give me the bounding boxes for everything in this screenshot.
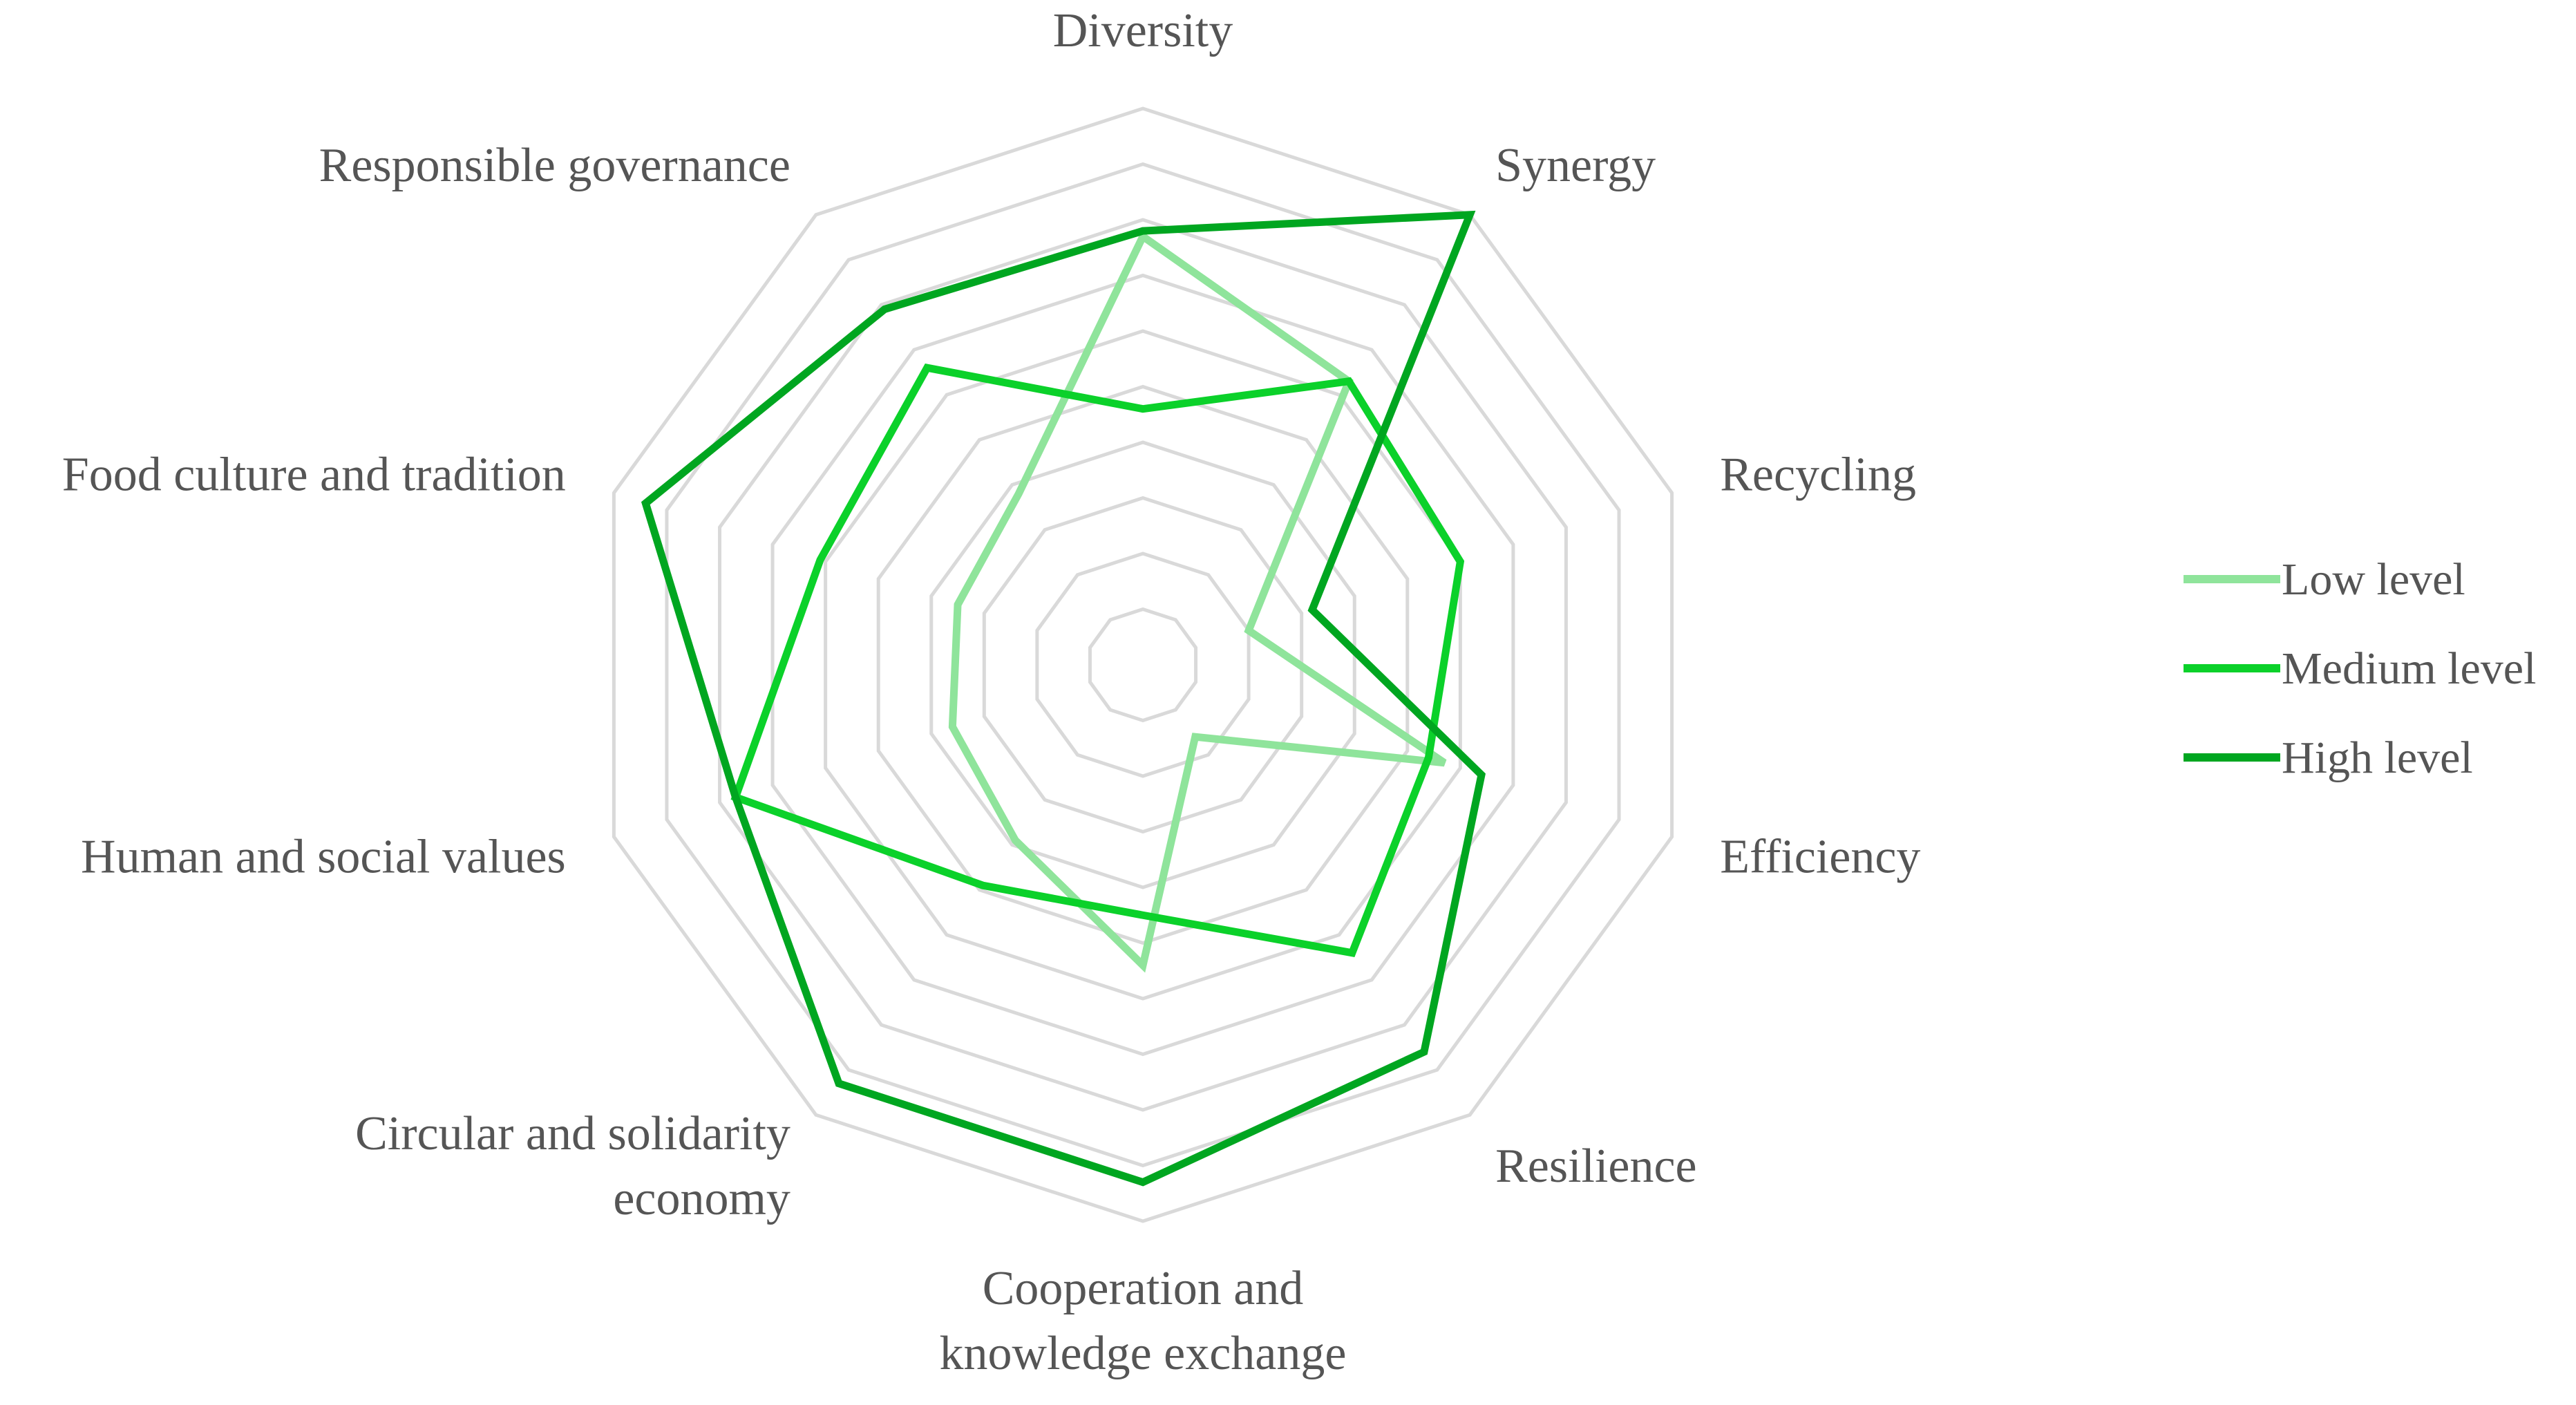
legend-item-low-level: Low level <box>2184 554 2465 605</box>
axis-label-line: Circular and solidarity <box>355 1107 790 1160</box>
grid-ring-6 <box>824 329 1462 1001</box>
legend: Low level Medium level High level <box>2184 554 2536 783</box>
radar-series <box>641 210 1486 1187</box>
axis-label-line: Efficiency <box>1720 831 1920 884</box>
axis-label-recycling: Recycling <box>1720 448 1916 501</box>
legend-item-high-level: High level <box>2184 733 2473 783</box>
legend-label: Low level <box>2282 554 2465 605</box>
grid-ring-9 <box>665 162 1621 1168</box>
axis-label-line: economy <box>613 1172 790 1225</box>
axis-label-responsible-governance: Responsible governance <box>319 139 790 192</box>
axis-label-line: Diversity <box>1053 4 1233 57</box>
axis-label-line: Recycling <box>1720 448 1916 501</box>
axis-label-line: Cooperation and <box>983 1262 1304 1315</box>
grid-ring-2 <box>1035 551 1251 778</box>
grid-ring-7 <box>770 273 1515 1057</box>
grid-ring-3 <box>982 496 1304 834</box>
series-high-level <box>641 210 1486 1187</box>
axis-label-circular-and-solidarity-economy: Circular and solidarity economy <box>355 1107 790 1225</box>
axis-label-line: Responsible governance <box>319 139 790 192</box>
series-low-level <box>948 230 1447 973</box>
axis-label-food-culture-and-tradition: Food culture and tradition <box>62 448 566 501</box>
legend-label: Medium level <box>2282 643 2536 694</box>
radar-axis-labels: Diversity Synergy Recycling Efficiency Resil… <box>62 4 1921 1380</box>
axis-label-line: Human and social values <box>81 831 566 884</box>
axis-label-human-and-social-values: Human and social values <box>81 831 566 884</box>
grid-ring-1 <box>1088 607 1198 723</box>
grid-ring-10 <box>612 106 1674 1223</box>
axis-label-synergy: Synergy <box>1495 139 1656 192</box>
grid-ring-5 <box>876 384 1410 945</box>
axis-label-resilience: Resilience <box>1495 1140 1697 1193</box>
axis-label-line: Resilience <box>1495 1140 1697 1193</box>
axis-label-cooperation-and-knowledge-exchange: Cooperation and knowledge exchange <box>940 1262 1347 1380</box>
grid-ring-8 <box>718 218 1568 1112</box>
legend-item-medium-level: Medium level <box>2184 643 2536 694</box>
series-medium-level <box>730 364 1465 958</box>
legend-label: High level <box>2282 733 2473 783</box>
axis-label-line: Food culture and tradition <box>62 448 566 501</box>
axis-label-line: knowledge exchange <box>940 1327 1347 1380</box>
axis-label-diversity: Diversity <box>1053 4 1233 57</box>
grid-ring-4 <box>929 440 1356 889</box>
radar-grid <box>612 106 1674 1223</box>
axis-label-efficiency: Efficiency <box>1720 831 1920 884</box>
axis-label-line: Synergy <box>1495 139 1656 192</box>
